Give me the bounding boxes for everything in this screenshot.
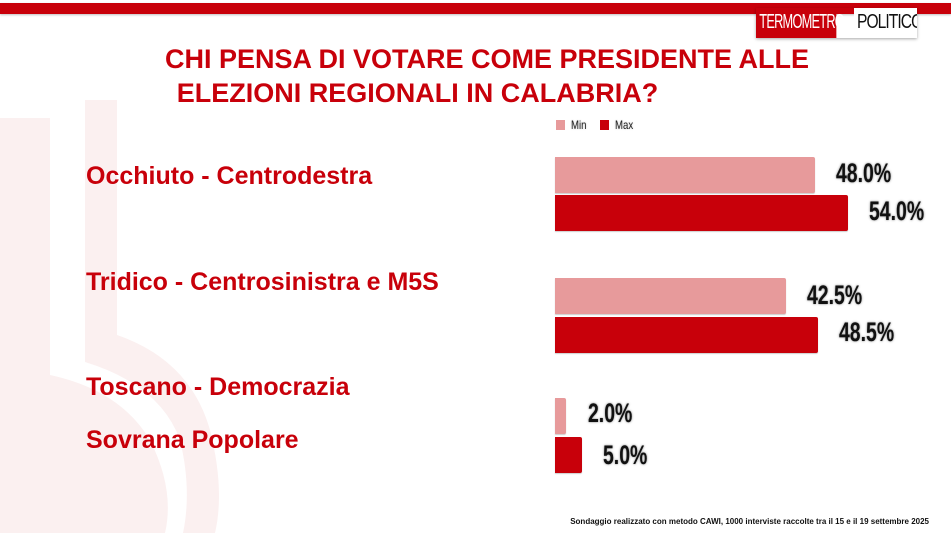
legend-swatch-max	[600, 120, 610, 130]
bar-toscano-max	[555, 437, 582, 473]
legend-swatch-min	[556, 120, 565, 130]
candidate-label-tridico: Tridico - Centrosinistra e M5S	[86, 268, 439, 296]
value-toscano-max: 5.0%	[603, 440, 648, 470]
chart-title: CHI PENSA DI VOTARE COME PRESIDENTE ALLE…	[80, 42, 880, 110]
termometro-politico-logo: TERMOMETRO POLITICO	[756, 8, 917, 38]
title-line-2: ELEZIONI REGIONALI IN CALABRIA?	[176, 78, 659, 108]
value-occhiuto-min: 48.0%	[836, 158, 892, 188]
candidate-label-occhiuto: Occhiuto - Centrodestra	[86, 162, 373, 190]
bar-occhiuto-max	[555, 195, 848, 231]
value-tridico-min: 42.5%	[807, 280, 863, 310]
bar-tridico-min	[555, 278, 786, 314]
bar-occhiuto-min	[555, 157, 815, 193]
title-line-1: CHI PENSA DI VOTARE COME PRESIDENTE ALLE	[164, 44, 810, 74]
logo-part-red: TERMOMETRO	[756, 8, 845, 38]
logo-part-white: POLITICO	[854, 8, 917, 38]
bar-toscano-min	[555, 398, 566, 434]
legend-label-max: Max	[615, 118, 634, 132]
legend: Min Max	[556, 118, 636, 132]
top-red-bar	[0, 3, 951, 14]
value-occhiuto-max: 54.0%	[869, 196, 925, 226]
value-tridico-max: 48.5%	[839, 317, 895, 347]
methodology-footnote: Sondaggio realizzato con metodo CAWI, 10…	[570, 517, 929, 526]
candidate-label-toscano-line2: Sovrana Popolare	[86, 426, 299, 454]
candidate-label-toscano-line1: Toscano - Democrazia	[86, 373, 350, 401]
bar-tridico-max	[555, 317, 818, 353]
legend-label-min: Min	[571, 118, 587, 132]
value-toscano-min: 2.0%	[588, 398, 633, 428]
